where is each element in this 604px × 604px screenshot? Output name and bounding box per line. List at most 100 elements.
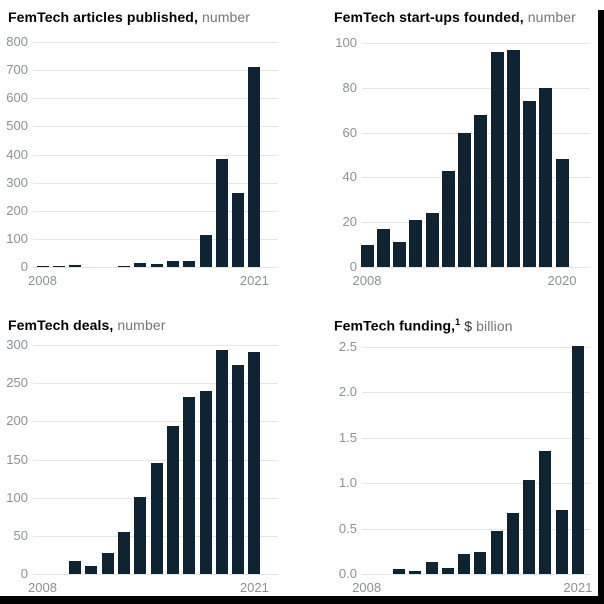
chart-title-bold: FemTech articles published, <box>8 9 198 25</box>
y-axis-tick-label: 800 <box>6 34 28 49</box>
y-axis-tick-label: 300 <box>6 337 28 352</box>
chart-startups-founded: FemTech start-ups founded, number 0 20 40 60… <box>302 0 604 302</box>
bar-2014 <box>134 263 147 267</box>
gridline <box>33 345 278 346</box>
chart-title-bold: FemTech funding, <box>334 317 456 334</box>
x-axis-tick-label: 2008 <box>28 273 57 288</box>
bar-2015 <box>150 462 163 574</box>
gridline <box>362 267 590 268</box>
y-axis-tick-label: 200 <box>6 413 28 429</box>
bar-2017 <box>506 49 520 267</box>
y-axis-labels: 0 100 200 300 400 500 600 700 800 <box>0 35 28 274</box>
bar-2012 <box>425 562 438 574</box>
bar-2013 <box>118 532 130 574</box>
y-axis-tick-label: 150 <box>6 451 28 467</box>
screen-edge-bottom <box>0 596 604 604</box>
chart-articles-published: FemTech articles published, number 0 100 20… <box>0 0 302 302</box>
plot-area <box>33 42 278 268</box>
bar-2017 <box>183 396 196 574</box>
chart-funding: FemTech funding,1 $ billion 0.0 0.5 1.0 1.5 2.… <box>302 302 604 604</box>
bar-2014 <box>458 132 471 267</box>
chart-deals: FemTech deals, number 0 50 100 150 200 250 300 … <box>0 302 302 604</box>
y-axis-tick-label: 700 <box>6 62 28 78</box>
bar-2020 <box>232 193 245 267</box>
y-axis-tick-label: 1.0 <box>338 475 357 491</box>
x-axis-tick-label: 2008 <box>28 580 57 595</box>
bar-2010 <box>69 561 82 574</box>
y-axis-tick-label: 0.0 <box>338 566 357 581</box>
y-axis-tick-label: 100 <box>6 230 28 246</box>
gridline <box>362 347 590 348</box>
bar-2013 <box>118 266 130 267</box>
y-axis-tick-label: 80 <box>342 79 357 95</box>
gridline <box>362 392 590 394</box>
bar-2021 <box>571 346 584 574</box>
chart-title: FemTech funding,1 $ billion <box>334 317 513 334</box>
x-axis-tick-label: 2021 <box>239 580 269 595</box>
gridline <box>362 483 590 485</box>
y-axis-tick-label: 250 <box>6 375 28 391</box>
x-axis-tick-label: 2008 <box>352 273 382 288</box>
bar-2013 <box>441 170 455 267</box>
bar-2020 <box>555 159 569 267</box>
bar-2018 <box>199 234 212 267</box>
bar-2008 <box>360 244 374 267</box>
plot-area <box>360 43 590 268</box>
chart-unit: number <box>201 9 251 25</box>
bar-2010 <box>69 265 82 267</box>
bar-2016 <box>166 261 179 267</box>
y-axis-tick-label: 0 <box>20 566 28 581</box>
chart-title: FemTech articles published, number <box>8 9 250 25</box>
bar-2020 <box>555 510 568 574</box>
y-axis-tick-label: 40 <box>342 169 357 185</box>
bar-2011 <box>409 219 423 267</box>
gridline <box>33 267 278 268</box>
chart-title-bold: FemTech deals, <box>8 317 114 333</box>
y-axis-tick-label: 600 <box>6 90 28 106</box>
y-axis-tick-label: 200 <box>6 202 28 218</box>
bar-2019 <box>539 451 552 574</box>
x-axis-tick-label: 2020 <box>547 273 577 288</box>
bar-2009 <box>376 228 390 267</box>
plot-area <box>362 346 590 575</box>
bar-2010 <box>393 242 406 267</box>
chart-unit: number <box>527 9 576 25</box>
bar-2014 <box>458 554 471 574</box>
chart-title-bold: FemTech start-ups founded, <box>334 9 524 25</box>
bar-2012 <box>101 553 114 574</box>
bar-2017 <box>506 513 519 574</box>
y-axis-tick-label: 500 <box>6 118 28 134</box>
bar-2019 <box>539 87 553 267</box>
chart-unit: number <box>117 317 166 333</box>
bar-2021 <box>248 67 261 267</box>
y-axis-tick-label: 2.5 <box>338 339 357 354</box>
bar-2015 <box>474 552 487 574</box>
footnote-marker: 1 <box>455 317 461 327</box>
bar-2016 <box>166 425 179 574</box>
bar-2021 <box>248 351 261 574</box>
gridline <box>33 383 278 385</box>
bar-2018 <box>523 101 536 267</box>
y-axis-tick-label: 1.5 <box>338 429 357 445</box>
gridline <box>362 437 590 439</box>
bar-2009 <box>52 266 65 267</box>
gridline <box>33 574 278 575</box>
bar-2017 <box>183 260 196 267</box>
gridline <box>33 459 278 461</box>
gridline <box>33 126 278 128</box>
bar-2010 <box>393 568 406 574</box>
bar-2015 <box>150 264 163 267</box>
bar-2018 <box>523 479 536 574</box>
chart-title: FemTech deals, number <box>8 317 165 333</box>
y-axis-tick-label: 100 <box>6 489 28 505</box>
y-axis-tick-label: 50 <box>13 527 28 543</box>
gridline <box>33 154 278 156</box>
bar-2019 <box>215 350 228 574</box>
bar-2016 <box>490 51 504 267</box>
y-axis-tick-label: 0 <box>349 259 357 274</box>
y-axis-tick-label: 100 <box>335 35 357 50</box>
chart-unit: billion <box>476 317 513 334</box>
y-axis-tick-label: 60 <box>342 124 357 140</box>
bar-2016 <box>490 531 503 574</box>
